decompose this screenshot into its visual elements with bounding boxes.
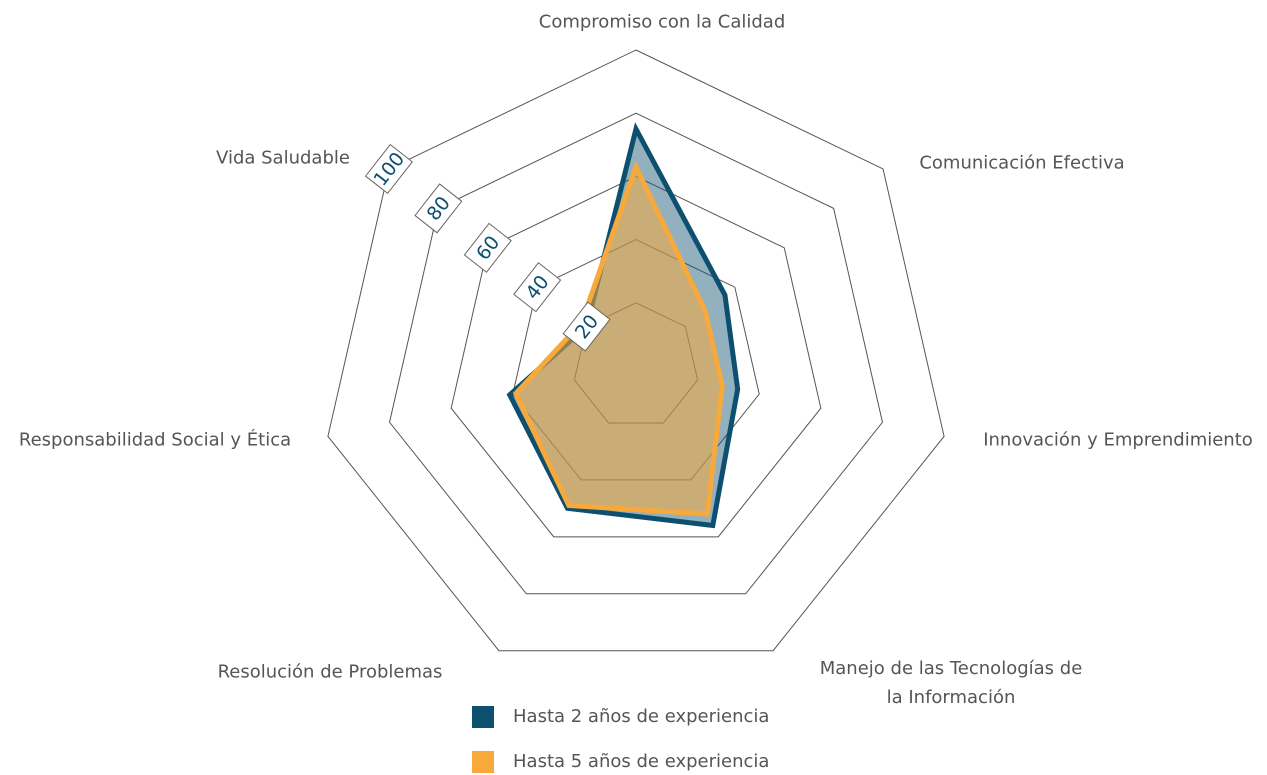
y-tick-box (414, 183, 463, 234)
legend-swatch (472, 706, 494, 728)
y-tick-box (513, 262, 562, 313)
legend-label: Hasta 2 años de experiencia (513, 706, 769, 727)
y-tick: 100 (364, 143, 413, 195)
legend-label: Hasta 5 años de experiencia (513, 751, 769, 772)
category-label: Resolución de Problemas (217, 661, 443, 683)
category-label: Vida Saludable (216, 147, 350, 169)
y-tick-box (463, 222, 512, 273)
y-tick-box (562, 301, 611, 352)
legend-swatch (472, 751, 494, 773)
category-label: Responsabilidad Social y Ética (18, 429, 292, 451)
category-label: Comunicación Efectiva (919, 152, 1125, 174)
category-label: Manejo de las Tecnologías de la Informac… (819, 658, 1083, 708)
y-tick: 40 (513, 262, 562, 313)
category-label: Innovación y Emprendimiento (983, 429, 1253, 451)
y-tick: 60 (463, 222, 512, 273)
category-label: Compromiso con la Calidad (538, 11, 786, 33)
y-tick-box (364, 143, 413, 195)
grid-ring (450, 175, 822, 538)
grid-ring (388, 112, 884, 595)
y-tick: 80 (414, 183, 463, 234)
grid-ring (327, 49, 945, 652)
